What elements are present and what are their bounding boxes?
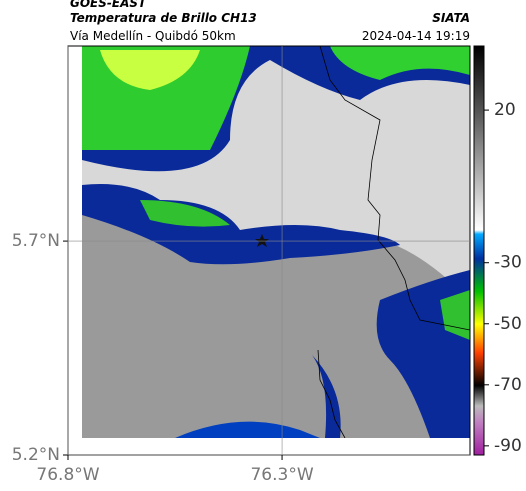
colorbar	[473, 45, 485, 456]
lon-tick-label: 76.8°W	[36, 465, 99, 485]
subtitle: Vía Medellín - Quibdó 50km	[70, 29, 236, 43]
colorbar-tick-label: -70	[494, 375, 522, 395]
datetime: 2024-04-14 19:19	[362, 29, 470, 43]
source: SIATA	[432, 11, 470, 25]
colorbar-tick-label: 20	[494, 100, 516, 120]
colorbar-tick-label: -90	[494, 436, 522, 456]
lon-tick-label: 76.3°W	[250, 465, 313, 485]
colorbar-tick-label: -50	[494, 314, 522, 334]
imagery	[82, 46, 470, 438]
lat-tick-label: 5.2°N	[12, 445, 60, 465]
lat-tick-label: 5.7°N	[12, 231, 60, 251]
colorbar-tick-label: -30	[494, 253, 522, 273]
title-line1: GOES-EAST	[70, 0, 147, 10]
title-line2: Temperatura de Brillo CH13	[70, 11, 257, 25]
